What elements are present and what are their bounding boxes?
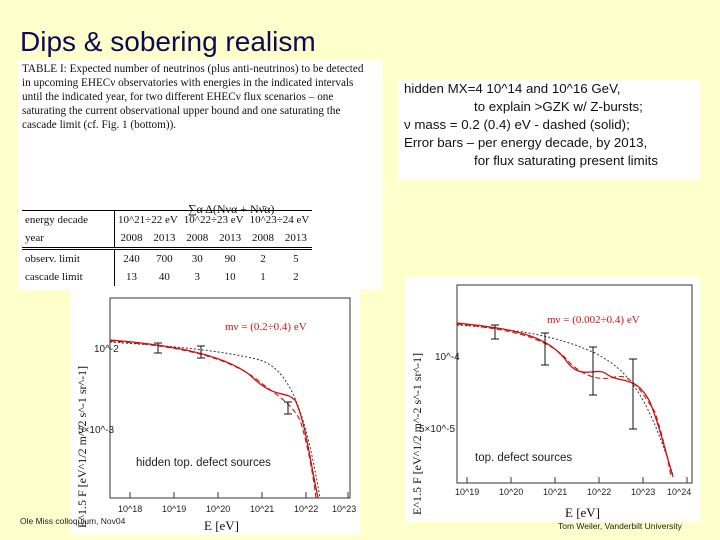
curve-dotted <box>109 341 321 499</box>
plot-right-svg: mν = (0.002÷0.4) eV top. defect sources … <box>410 284 693 520</box>
xaxis-label: E [eV] <box>565 505 600 520</box>
plot-annotation: top. defect sources <box>475 452 572 464</box>
note-line: hidden MX=4 10^14 and 10^16 GeV, <box>404 81 621 96</box>
xtick-labels: 10^18 10^19 10^20 10^21 10^22 10^23 <box>118 504 356 514</box>
xtick-label: 10^24 <box>667 487 691 497</box>
plot-frame <box>456 284 693 484</box>
table-caption: TABLE I: Expected number of neutrinos (p… <box>22 62 374 132</box>
year-cell: 2013 <box>284 232 307 244</box>
table-cell: 90 <box>213 247 247 268</box>
curve-solid <box>456 322 674 478</box>
table-caption-text: Expected number of neutrinos (plus anti-… <box>22 63 364 131</box>
mass-label: mν = (0.002÷0.4) eV <box>547 314 640 326</box>
table-cell: 240 <box>114 247 148 268</box>
plot-frame <box>109 297 351 499</box>
mass-label: mν = (0.2÷0.4) eV <box>225 321 307 333</box>
table-row: observ. limit 240 700 30 90 2 5 <box>22 247 313 268</box>
ytick-label: 10^-4 <box>435 352 460 363</box>
ytick-label: 10^-2 <box>94 344 119 355</box>
note-line: for flux saturating present limits <box>474 153 659 168</box>
error-bars <box>491 324 637 430</box>
error-bars <box>154 342 292 415</box>
energy-cell: 10^23÷24 eV <box>246 210 313 229</box>
table-cell: 3 <box>194 271 200 283</box>
table-cell: 13 <box>125 271 137 283</box>
yaxis-label: E^1.5 F [eV^1/2 m^-2 s^-1 sr^-1] <box>75 366 89 528</box>
row-label: observ. limit <box>22 247 115 268</box>
curve-dotted <box>456 324 674 476</box>
energy-cell: 10^21÷22 eV <box>114 210 181 229</box>
curve-solid <box>109 339 319 499</box>
xtick-label: 10^23 <box>631 487 655 497</box>
plot-left: mν = (0.2÷0.4) eV hidden top. defect sou… <box>70 290 360 535</box>
year-cell: 2013 <box>153 232 176 244</box>
x-ticks <box>129 492 349 498</box>
footer-left: Ole Miss colloquium, Nov04 <box>20 516 126 526</box>
neutrino-table: energy decade 10^21÷22 eV 10^22÷23 eV 10… <box>22 210 313 286</box>
table-cell: 700 <box>147 247 181 268</box>
note-line: to explain >GZK w/ Z-bursts; <box>474 99 643 114</box>
xtick-label: 10^22 <box>587 487 611 497</box>
table-cell: 5 <box>279 247 313 268</box>
table-caption-label: TABLE I: <box>22 63 67 75</box>
row-label: cascade limit <box>22 268 115 286</box>
yaxis-label: E^1.5 F [eV^1/2 m^-2 s^-1 sr^-1] <box>410 353 424 515</box>
xtick-label: 10^22 <box>294 504 318 514</box>
table-cell: 30 <box>180 247 214 268</box>
xtick-label: 10^20 <box>206 504 230 514</box>
slide-title: Dips & sobering realism <box>20 26 316 57</box>
note-line: Error bars – per energy decade, by 2013, <box>404 135 648 150</box>
note-line: ν mass = 0.2 (0.4) eV - dashed (solid); <box>404 117 630 132</box>
row-label: year <box>22 229 115 249</box>
xtick-label: 10^19 <box>162 504 186 514</box>
footer-right: Tom Weiler, Vanderbilt University <box>558 521 682 531</box>
table-row: cascade limit 13 40 3 10 1 2 <box>22 268 312 286</box>
curve-dashed <box>456 323 672 478</box>
plot-left-svg: mν = (0.2÷0.4) eV hidden top. defect sou… <box>75 297 356 533</box>
year-cell: 2008 <box>252 232 274 244</box>
plot-right: mν = (0.002÷0.4) eV top. defect sources … <box>405 277 700 522</box>
table-cell: 40 <box>158 271 170 283</box>
xtick-labels: 10^19 10^20 10^21 10^22 10^23 10^24 <box>455 487 691 497</box>
xtick-label: 10^21 <box>250 504 274 514</box>
xtick-label: 10^20 <box>499 487 523 497</box>
xtick-label: 10^19 <box>455 487 479 497</box>
ytick-label: 5×10^-3 <box>78 425 115 436</box>
table-cell: 2 <box>293 271 299 283</box>
year-cell: 2008 <box>186 232 209 244</box>
xtick-label: 10^18 <box>118 504 142 514</box>
xtick-label: 10^23 <box>332 504 356 514</box>
note-box: hidden MX=4 10^14 and 10^16 GeV, to expl… <box>398 80 700 180</box>
plot-annotation: hidden top. defect sources <box>136 457 271 469</box>
xtick-label: 10^21 <box>543 487 567 497</box>
table-cell: 1 <box>260 271 266 283</box>
x-ticks <box>466 477 688 483</box>
table-cell: 2 <box>246 247 280 268</box>
row-label: energy decade <box>22 210 115 229</box>
table-row-year: year 2008 2013 2008 2013 2008 2013 <box>22 229 312 249</box>
table-cell: 10 <box>224 271 236 283</box>
year-cell: 2013 <box>219 232 242 244</box>
curve-dashed <box>109 340 317 499</box>
year-cell: 2008 <box>120 232 143 244</box>
table-row-energy: energy decade 10^21÷22 eV 10^22÷23 eV 10… <box>22 210 313 229</box>
ytick-label: 5×10^-5 <box>419 424 456 435</box>
table-panel: TABLE I: Expected number of neutrinos (p… <box>18 60 382 290</box>
energy-cell: 10^22÷23 eV <box>180 210 247 229</box>
xaxis-label: E [eV] <box>204 518 239 533</box>
